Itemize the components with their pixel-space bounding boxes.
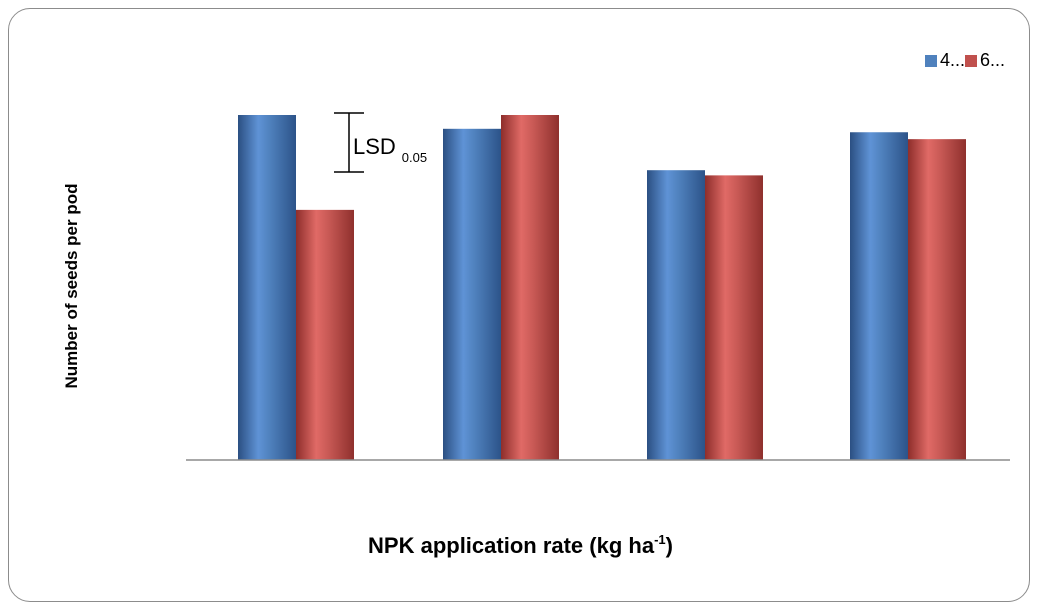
bar-series-2-group-3 xyxy=(705,175,763,460)
lsd-subscript: 0.05 xyxy=(401,150,428,165)
bar-series-2-group-4 xyxy=(908,139,966,460)
legend-label-series-2: 6... xyxy=(980,50,1006,70)
lsd-label: LSD xyxy=(353,134,396,159)
bar-series-1-group-4 xyxy=(850,132,908,460)
lsd-annotation: LSD 0.05 xyxy=(353,134,427,165)
bar-series-1-group-1 xyxy=(238,115,296,460)
bars-group xyxy=(238,115,966,461)
lsd-error-bar xyxy=(334,112,364,173)
legend-entry-series-2: 6... xyxy=(965,50,1005,71)
y-axis-label: Number of seeds per pod xyxy=(62,183,81,389)
x-axis-label-main: NPK application rate (kg ha xyxy=(368,533,655,558)
legend-label-series-1: 4... xyxy=(940,50,966,70)
bar-series-2-group-1 xyxy=(296,209,354,460)
x-axis-label-end: ) xyxy=(665,533,673,558)
legend-swatch-series-2 xyxy=(965,54,978,67)
bar-series-2-group-2 xyxy=(501,115,559,460)
legend: 4... 6... xyxy=(925,50,1005,71)
legend-entry-series-1: 4... xyxy=(925,50,965,71)
x-axis-label-sup: -1 xyxy=(654,532,666,547)
bar-series-1-group-3 xyxy=(647,170,705,460)
legend-swatch-series-1 xyxy=(925,54,937,67)
x-axis-label: NPK application rate (kg ha-1) xyxy=(0,532,1041,559)
bar-series-1-group-2 xyxy=(443,128,501,461)
